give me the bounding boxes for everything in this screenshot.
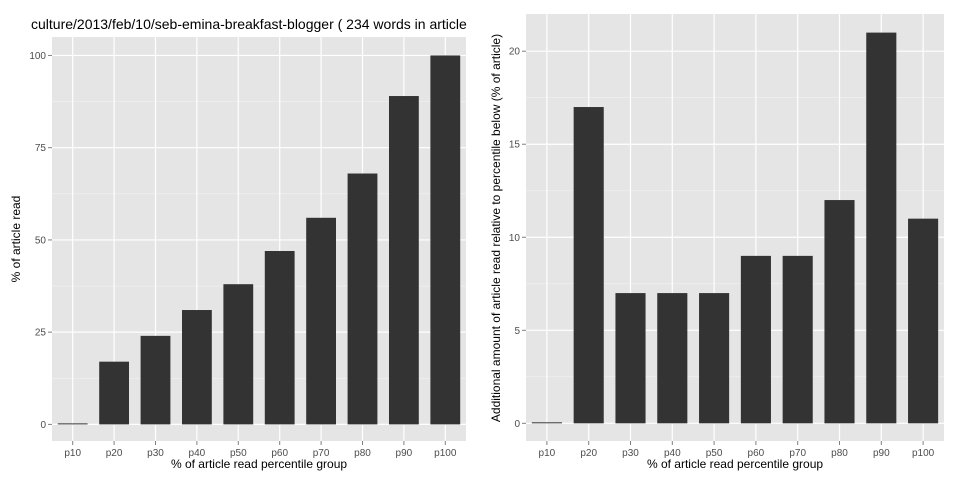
y-tick-label: 20 — [509, 47, 521, 58]
bar-p20 — [99, 361, 130, 425]
bar-p30 — [615, 293, 646, 424]
bar-p100 — [908, 218, 939, 424]
y-tick-label: 50 — [35, 235, 47, 246]
bar-p70 — [306, 217, 337, 425]
y-tick-label: 100 — [29, 51, 46, 62]
bar-p50 — [223, 284, 254, 425]
y-tick-label: 75 — [35, 143, 47, 154]
x-tick-label: p100 — [434, 448, 457, 459]
x-tick-label: p20 — [106, 448, 123, 459]
y-tick-label: 25 — [35, 328, 47, 339]
bar-p80 — [824, 200, 855, 424]
bar-p80 — [347, 173, 378, 425]
x-tick-label: p50 — [706, 448, 723, 459]
bar-p50 — [699, 293, 730, 424]
bar-p20 — [573, 107, 604, 424]
x-tick-label: p40 — [189, 448, 206, 459]
x-axis-title: % of article read percentile group — [171, 457, 347, 471]
x-tick-label: p10 — [539, 448, 556, 459]
x-tick-label: p80 — [831, 448, 848, 459]
x-tick-label: p30 — [622, 448, 639, 459]
bar-p40 — [181, 310, 212, 425]
x-tick-label: p60 — [271, 448, 288, 459]
bar-p40 — [657, 293, 688, 424]
x-tick-label: p40 — [664, 448, 681, 459]
bar-p70 — [782, 255, 813, 424]
y-axis-title: % of article read — [9, 196, 23, 283]
bar-p10 — [57, 423, 88, 425]
bar-p90 — [388, 96, 419, 425]
x-tick-label: p30 — [147, 448, 164, 459]
y-tick-label: 10 — [509, 233, 521, 244]
x-tick-label: p90 — [396, 448, 413, 459]
x-tick-label: p70 — [313, 448, 330, 459]
x-tick-label: p60 — [748, 448, 765, 459]
bar-p100 — [430, 55, 461, 425]
x-tick-label: p70 — [789, 448, 806, 459]
bar-p60 — [264, 250, 295, 425]
y-tick-label: 0 — [514, 419, 520, 430]
x-tick-label: p20 — [580, 448, 597, 459]
x-tick-label: p100 — [912, 448, 935, 459]
x-tick-label: p50 — [230, 448, 247, 459]
x-tick-label: p80 — [354, 448, 371, 459]
y-tick-label: 0 — [40, 420, 46, 431]
y-axis-title: Additional amount of article read relati… — [489, 34, 503, 422]
x-axis-title: % of article read percentile group — [647, 457, 823, 471]
chart-title: culture/2013/feb/10/seb-emina-breakfast-… — [31, 16, 467, 32]
bar-p90 — [866, 32, 897, 424]
x-tick-label: p90 — [873, 448, 890, 459]
y-tick-label: 5 — [514, 326, 520, 337]
bar-p60 — [740, 255, 771, 424]
x-tick-label: p10 — [64, 448, 81, 459]
bar-p10 — [531, 422, 562, 424]
y-tick-label: 15 — [509, 140, 521, 151]
bar-p30 — [140, 335, 171, 425]
